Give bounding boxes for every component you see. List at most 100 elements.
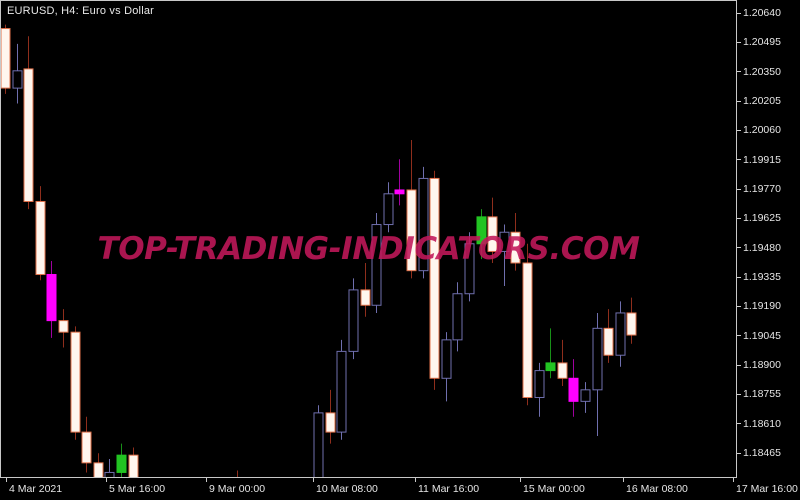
candlestick: [441, 332, 452, 402]
candlestick: [104, 459, 115, 477]
time-tick-mark: [313, 478, 314, 482]
price-tick-label: 1.20205: [743, 95, 781, 107]
candle-body: [476, 216, 487, 245]
candlestick: [603, 309, 614, 363]
price-tick-mark: [737, 393, 741, 395]
price-tick-label: 1.18610: [743, 417, 781, 430]
candle-body: [452, 293, 463, 341]
candle-body: [394, 189, 405, 195]
price-tick: 1.19915: [737, 154, 781, 166]
price-tick-label: 1.19045: [743, 329, 781, 342]
candlestick: [23, 36, 34, 210]
candle-body: [371, 224, 382, 306]
candlestick: [371, 213, 382, 313]
candlestick: [81, 416, 92, 473]
candlestick: [452, 282, 463, 352]
time-tick-label: 4 Mar 2021: [9, 483, 63, 495]
candlestick: [545, 328, 556, 379]
price-tick-mark: [737, 159, 741, 161]
candle-body: [336, 350, 347, 433]
candlestick: [348, 278, 359, 360]
price-tick: 1.20350: [737, 66, 781, 78]
price-tick: 1.18900: [737, 359, 781, 371]
candle-body: [580, 389, 591, 402]
candle-body: [70, 331, 81, 433]
price-tick-label: 1.18900: [743, 359, 781, 371]
candlestick: [93, 453, 104, 477]
time-tick-label: 17 Mar 16:00: [736, 483, 798, 495]
candlestick: [499, 224, 510, 287]
candlestick: [592, 312, 603, 436]
price-tick: 1.19770: [737, 183, 781, 195]
candlestick: [116, 443, 127, 477]
price-tick-mark: [737, 247, 741, 249]
candle-body: [1, 28, 11, 89]
candlestick-series: [1, 24, 637, 477]
candlestick: [237, 470, 238, 477]
candle-body: [626, 312, 637, 336]
candle-body: [568, 377, 579, 402]
price-tick: 1.20495: [737, 36, 781, 48]
candle-body: [522, 262, 533, 399]
candle-body: [464, 243, 475, 295]
candle-body: [406, 189, 417, 272]
candle-body: [545, 362, 556, 372]
price-tick: 1.19335: [737, 271, 781, 283]
price-tick: 1.20060: [737, 124, 781, 136]
candle-body: [383, 193, 394, 226]
candlestick: [325, 389, 336, 444]
candle-body: [499, 231, 510, 252]
price-tick-label: 1.19480: [743, 241, 781, 254]
chart-title: EURUSD, H4: Euro vs Dollar: [7, 5, 155, 17]
candlestick: [626, 297, 637, 344]
candlestick: [128, 447, 139, 477]
candlestick: [12, 43, 23, 104]
candlestick: [360, 262, 371, 317]
candlestick: [35, 186, 46, 281]
candlestick: [58, 309, 69, 348]
candle-body: [603, 327, 614, 356]
price-tick-mark: [737, 452, 741, 454]
price-tick-label: 1.20350: [743, 65, 781, 78]
candlestick: [418, 166, 429, 279]
price-tick: 1.19625: [737, 212, 781, 224]
time-tick-mark: [206, 478, 207, 482]
candle-body: [46, 274, 57, 322]
price-tick-label: 1.19915: [743, 153, 781, 166]
price-tick-mark: [737, 41, 741, 43]
time-tick-mark: [733, 478, 734, 482]
candle-body: [116, 454, 127, 473]
time-tick-label: 15 Mar 00:00: [523, 483, 585, 495]
price-tick-label: 1.19770: [743, 183, 781, 195]
time-tick-mark: [6, 478, 7, 482]
time-tick-mark: [520, 478, 521, 482]
candle-body: [429, 177, 440, 379]
candlestick: [429, 170, 440, 390]
price-axis[interactable]: 1.20640 1.20495 1.20350 1.20205 1.20060 1.199…: [737, 0, 800, 478]
candle-body: [35, 200, 46, 276]
candlestick: [1, 24, 11, 94]
time-tick-mark: [106, 478, 107, 482]
time-tick-mark: [415, 478, 416, 482]
candlestick: [336, 339, 347, 440]
time-tick-label: 9 Mar 00:00: [209, 483, 266, 495]
candle-body: [348, 289, 359, 352]
price-tick-label: 1.20060: [743, 124, 781, 137]
candlestick: [510, 213, 521, 271]
price-tick-mark: [737, 129, 741, 131]
candlestick: [615, 301, 626, 367]
price-tick-label: 1.19335: [743, 271, 781, 283]
candlestick: [313, 405, 324, 477]
candle-body: [58, 320, 69, 333]
candle-body: [104, 471, 115, 477]
candlestick: [476, 209, 487, 260]
price-tick-mark: [737, 12, 741, 14]
price-tick: 1.19480: [737, 242, 781, 254]
chart-plot-area[interactable]: EURUSD, H4: Euro vs Dollar TOP-TRADING-I…: [0, 0, 737, 478]
price-tick-mark: [737, 276, 741, 278]
time-axis[interactable]: 4 Mar 2021 5 Mar 16:00 9 Mar 00:00 10 Mar 0…: [0, 478, 800, 500]
candlestick: [406, 139, 417, 279]
price-tick-label: 1.20495: [743, 36, 781, 49]
time-tick-label: 10 Mar 08:00: [316, 483, 378, 495]
price-tick-label: 1.18755: [743, 388, 781, 401]
